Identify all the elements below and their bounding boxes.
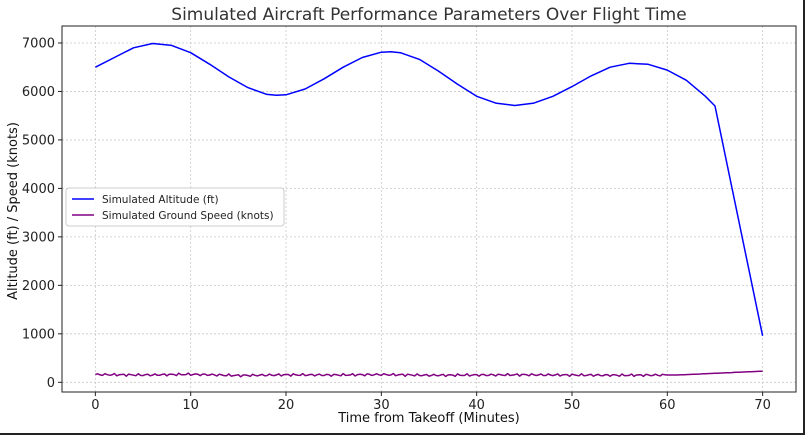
x-tick-label: 50 (564, 398, 581, 413)
x-tick-label: 20 (278, 398, 295, 413)
x-tick-label: 40 (468, 398, 485, 413)
legend-label: Simulated Altitude (ft) (102, 194, 219, 206)
y-tick-label: 6000 (22, 85, 55, 100)
plot-area (61, 25, 797, 393)
axis-ticks: 0 10 20 30 40 50 60 70 0 1000 2000 3000 4000 5000 6000… (22, 36, 771, 413)
y-tick-label: 4000 (22, 182, 55, 197)
y-tick-label: 2000 (22, 279, 55, 294)
legend: Simulated Altitude (ft) Simulated Ground … (65, 187, 285, 227)
x-tick-label: 60 (659, 398, 676, 413)
y-tick-label: 1000 (22, 327, 55, 342)
chart-title: Simulated Aircraft Performance Parameter… (171, 5, 686, 25)
grid (62, 26, 796, 392)
x-tick-label: 10 (182, 398, 199, 413)
x-tick-label: 0 (91, 398, 99, 413)
y-tick-label: 5000 (22, 133, 55, 148)
x-tick-label: 70 (754, 398, 771, 413)
y-tick-label: 3000 (22, 230, 55, 245)
legend-box (65, 187, 285, 227)
y-tick-label: 7000 (22, 36, 55, 51)
y-tick-label: 0 (47, 376, 55, 391)
series-line-altitude (95, 42, 764, 336)
series-line-ground-speed (95, 370, 763, 378)
series-lines (95, 42, 764, 378)
x-tick-label: 30 (373, 398, 390, 413)
y-axis-label: Altitude (ft) / Speed (knots) (6, 122, 21, 300)
x-axis-label: Time from Takeoff (Minutes) (337, 411, 520, 426)
legend-label: Simulated Ground Speed (knots) (102, 210, 274, 222)
